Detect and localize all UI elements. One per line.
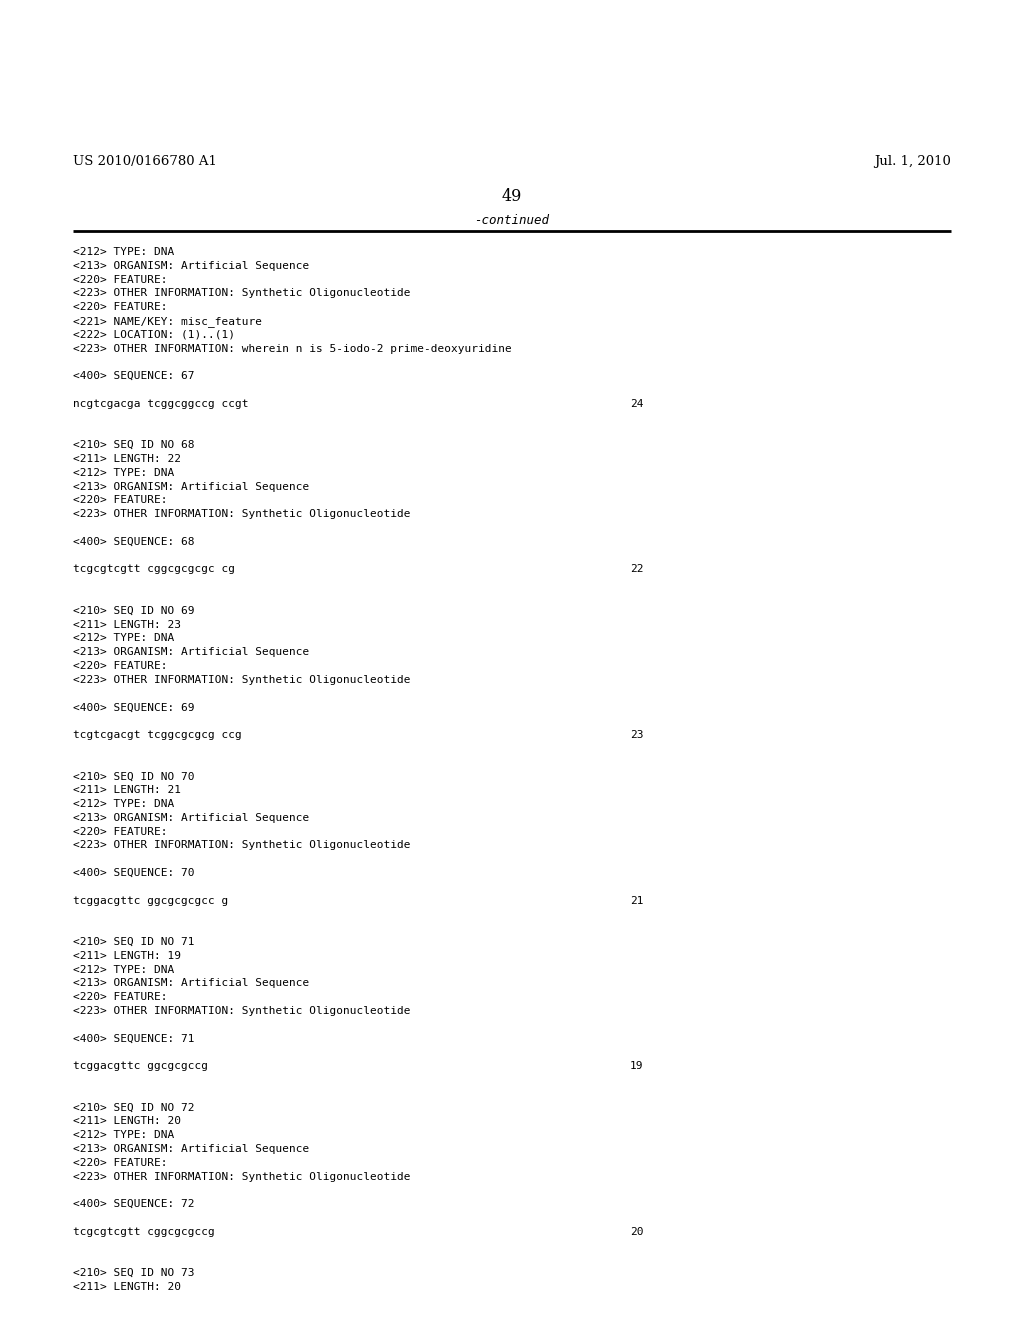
Text: <223> OTHER INFORMATION: Synthetic Oligonucleotide: <223> OTHER INFORMATION: Synthetic Oligo… [73, 288, 411, 298]
Text: <210> SEQ ID NO 69: <210> SEQ ID NO 69 [73, 606, 195, 616]
Text: <211> LENGTH: 20: <211> LENGTH: 20 [73, 1282, 181, 1292]
Text: <220> FEATURE:: <220> FEATURE: [73, 661, 168, 671]
Text: 22: 22 [630, 565, 643, 574]
Text: <212> TYPE: DNA: <212> TYPE: DNA [73, 247, 174, 257]
Text: <210> SEQ ID NO 73: <210> SEQ ID NO 73 [73, 1269, 195, 1278]
Text: Jul. 1, 2010: Jul. 1, 2010 [874, 154, 951, 168]
Text: tcgtcgacgt tcggcgcgcg ccg: tcgtcgacgt tcggcgcgcg ccg [73, 730, 242, 741]
Text: tcgcgtcgtt cggcgcgccg: tcgcgtcgtt cggcgcgccg [73, 1226, 215, 1237]
Text: <222> LOCATION: (1)..(1): <222> LOCATION: (1)..(1) [73, 330, 234, 339]
Text: <213> ORGANISM: Artificial Sequence: <213> ORGANISM: Artificial Sequence [73, 978, 309, 989]
Text: <210> SEQ ID NO 71: <210> SEQ ID NO 71 [73, 937, 195, 946]
Text: <400> SEQUENCE: 68: <400> SEQUENCE: 68 [73, 537, 195, 546]
Text: 49: 49 [502, 187, 522, 205]
Text: 24: 24 [630, 399, 643, 409]
Text: <211> LENGTH: 20: <211> LENGTH: 20 [73, 1117, 181, 1126]
Text: -continued: -continued [474, 214, 550, 227]
Text: 19: 19 [630, 1061, 643, 1072]
Text: ncgtcgacga tcggcggccg ccgt: ncgtcgacga tcggcggccg ccgt [73, 399, 249, 409]
Text: <210> SEQ ID NO 70: <210> SEQ ID NO 70 [73, 771, 195, 781]
Text: <210> SEQ ID NO 72: <210> SEQ ID NO 72 [73, 1102, 195, 1113]
Text: US 2010/0166780 A1: US 2010/0166780 A1 [73, 154, 217, 168]
Text: <220> FEATURE:: <220> FEATURE: [73, 993, 168, 1002]
Text: <220> FEATURE:: <220> FEATURE: [73, 826, 168, 837]
Text: <400> SEQUENCE: 70: <400> SEQUENCE: 70 [73, 869, 195, 878]
Text: <400> SEQUENCE: 69: <400> SEQUENCE: 69 [73, 702, 195, 713]
Text: <210> SEQ ID NO 68: <210> SEQ ID NO 68 [73, 440, 195, 450]
Text: <400> SEQUENCE: 67: <400> SEQUENCE: 67 [73, 371, 195, 381]
Text: <223> OTHER INFORMATION: Synthetic Oligonucleotide: <223> OTHER INFORMATION: Synthetic Oligo… [73, 675, 411, 685]
Text: <220> FEATURE:: <220> FEATURE: [73, 302, 168, 313]
Text: 21: 21 [630, 895, 643, 906]
Text: <213> ORGANISM: Artificial Sequence: <213> ORGANISM: Artificial Sequence [73, 1144, 309, 1154]
Text: <211> LENGTH: 21: <211> LENGTH: 21 [73, 785, 181, 795]
Text: <212> TYPE: DNA: <212> TYPE: DNA [73, 467, 174, 478]
Text: <212> TYPE: DNA: <212> TYPE: DNA [73, 634, 174, 643]
Text: <223> OTHER INFORMATION: Synthetic Oligonucleotide: <223> OTHER INFORMATION: Synthetic Oligo… [73, 841, 411, 850]
Text: 20: 20 [630, 1226, 643, 1237]
Text: <220> FEATURE:: <220> FEATURE: [73, 495, 168, 506]
Text: <212> TYPE: DNA: <212> TYPE: DNA [73, 965, 174, 974]
Text: <213> ORGANISM: Artificial Sequence: <213> ORGANISM: Artificial Sequence [73, 482, 309, 491]
Text: <213> ORGANISM: Artificial Sequence: <213> ORGANISM: Artificial Sequence [73, 261, 309, 271]
Text: <223> OTHER INFORMATION: Synthetic Oligonucleotide: <223> OTHER INFORMATION: Synthetic Oligo… [73, 1006, 411, 1016]
Text: <223> OTHER INFORMATION: Synthetic Oligonucleotide: <223> OTHER INFORMATION: Synthetic Oligo… [73, 1172, 411, 1181]
Text: <220> FEATURE:: <220> FEATURE: [73, 275, 168, 285]
Text: <211> LENGTH: 22: <211> LENGTH: 22 [73, 454, 181, 465]
Text: <223> OTHER INFORMATION: Synthetic Oligonucleotide: <223> OTHER INFORMATION: Synthetic Oligo… [73, 510, 411, 519]
Text: <213> ORGANISM: Artificial Sequence: <213> ORGANISM: Artificial Sequence [73, 813, 309, 822]
Text: <211> LENGTH: 23: <211> LENGTH: 23 [73, 619, 181, 630]
Text: 23: 23 [630, 730, 643, 741]
Text: <400> SEQUENCE: 71: <400> SEQUENCE: 71 [73, 1034, 195, 1044]
Text: <221> NAME/KEY: misc_feature: <221> NAME/KEY: misc_feature [73, 315, 262, 327]
Text: <223> OTHER INFORMATION: wherein n is 5-iodo-2 prime-deoxyuridine: <223> OTHER INFORMATION: wherein n is 5-… [73, 343, 512, 354]
Text: <213> ORGANISM: Artificial Sequence: <213> ORGANISM: Artificial Sequence [73, 647, 309, 657]
Text: <211> LENGTH: 19: <211> LENGTH: 19 [73, 950, 181, 961]
Text: tcggacgttc ggcgcgcgcc g: tcggacgttc ggcgcgcgcc g [73, 895, 228, 906]
Text: <212> TYPE: DNA: <212> TYPE: DNA [73, 799, 174, 809]
Text: <400> SEQUENCE: 72: <400> SEQUENCE: 72 [73, 1199, 195, 1209]
Text: <220> FEATURE:: <220> FEATURE: [73, 1158, 168, 1168]
Text: tcggacgttc ggcgcgccg: tcggacgttc ggcgcgccg [73, 1061, 208, 1072]
Text: <212> TYPE: DNA: <212> TYPE: DNA [73, 1130, 174, 1140]
Text: tcgcgtcgtt cggcgcgcgc cg: tcgcgtcgtt cggcgcgcgc cg [73, 565, 234, 574]
